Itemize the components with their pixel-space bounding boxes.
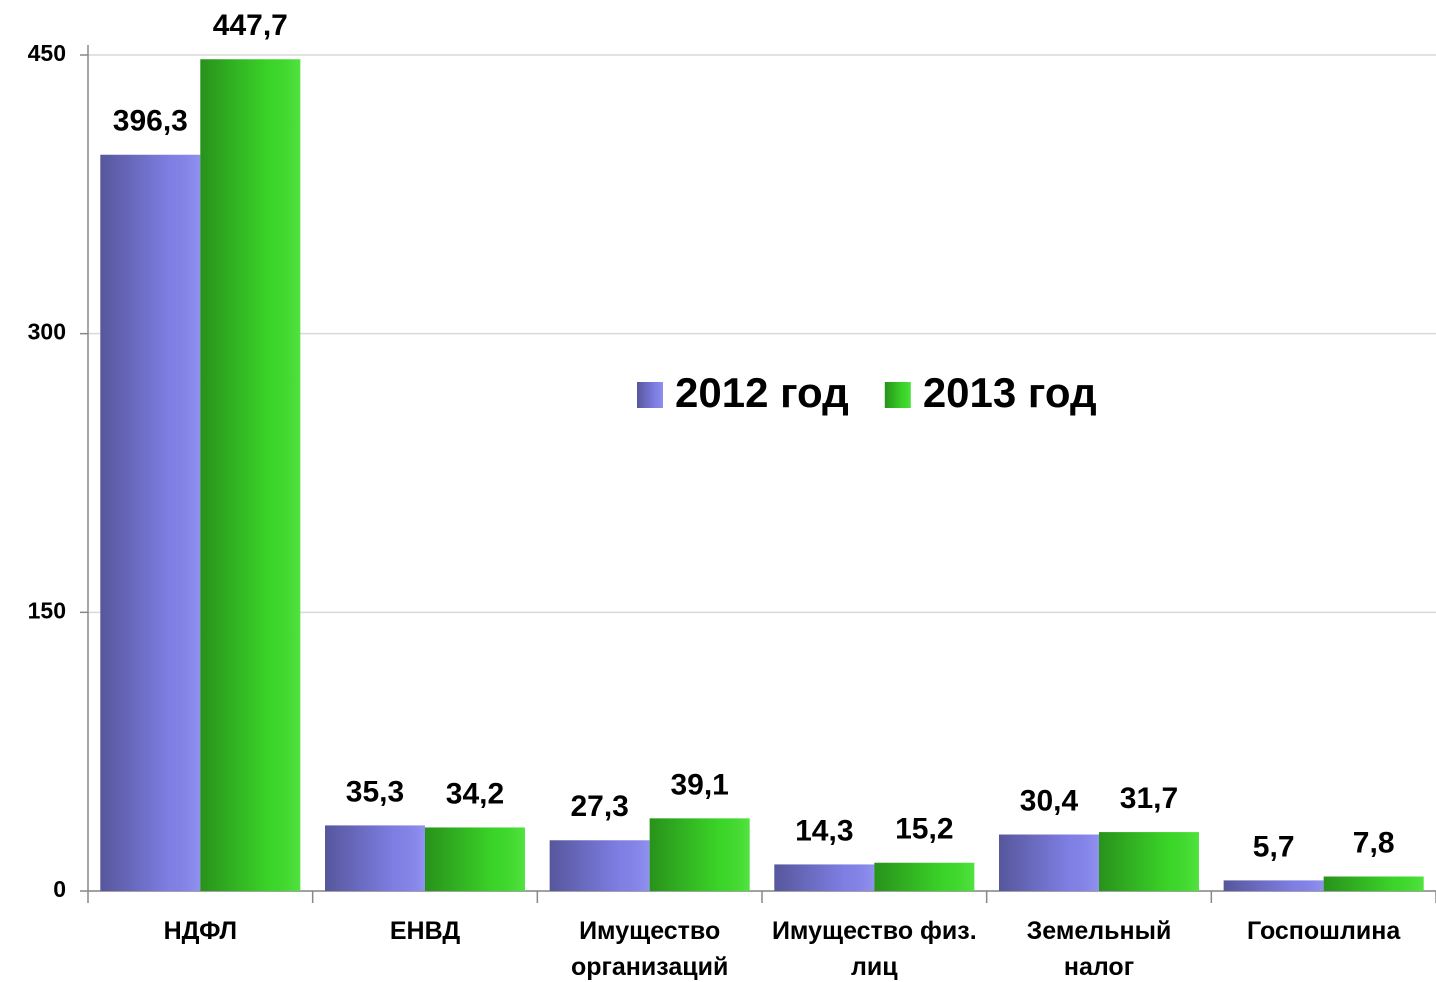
bar [774, 864, 875, 891]
x-tick-label: Госпошлина [1247, 917, 1401, 945]
value-label: 15,2 [895, 813, 953, 846]
x-tick-label: Земельный налог [1026, 917, 1172, 981]
bar [649, 818, 750, 891]
y-tick-label: 150 [28, 597, 66, 623]
bar [425, 827, 525, 891]
bar [1223, 880, 1324, 891]
value-label: 14,3 [795, 814, 853, 847]
value-label: 396,3 [113, 105, 188, 138]
bar [874, 862, 975, 891]
value-label: 30,4 [1020, 784, 1079, 817]
x-tick-label: Имущество физ. лиц [771, 917, 977, 981]
bar [999, 834, 1099, 891]
bar [549, 840, 650, 891]
legend-swatch-shade [637, 382, 663, 408]
bar [1323, 876, 1424, 891]
x-tick-label: ЕНВД [389, 917, 461, 945]
bar [1099, 832, 1199, 891]
value-label: 7,8 [1353, 826, 1395, 859]
bar [325, 825, 425, 891]
value-label: 447,7 [213, 9, 288, 42]
value-label: 39,1 [670, 768, 728, 801]
legend-label: 2013 год [923, 369, 1097, 416]
y-tick-label: 450 [28, 40, 66, 66]
x-tick-label: Имущество организаций [570, 917, 729, 981]
bar [200, 59, 301, 891]
legend-swatch-shade [884, 382, 911, 408]
bar [100, 154, 201, 891]
legend-label: 2012 год [675, 369, 849, 416]
value-label: 34,2 [446, 777, 504, 810]
value-label: 5,7 [1253, 830, 1295, 863]
y-tick-label: 300 [28, 319, 66, 345]
x-tick-label: НДФЛ [163, 917, 238, 945]
value-label: 35,3 [346, 775, 404, 808]
value-label: 31,7 [1120, 782, 1178, 815]
value-label: 27,3 [570, 790, 628, 823]
y-tick-label: 0 [53, 876, 66, 902]
